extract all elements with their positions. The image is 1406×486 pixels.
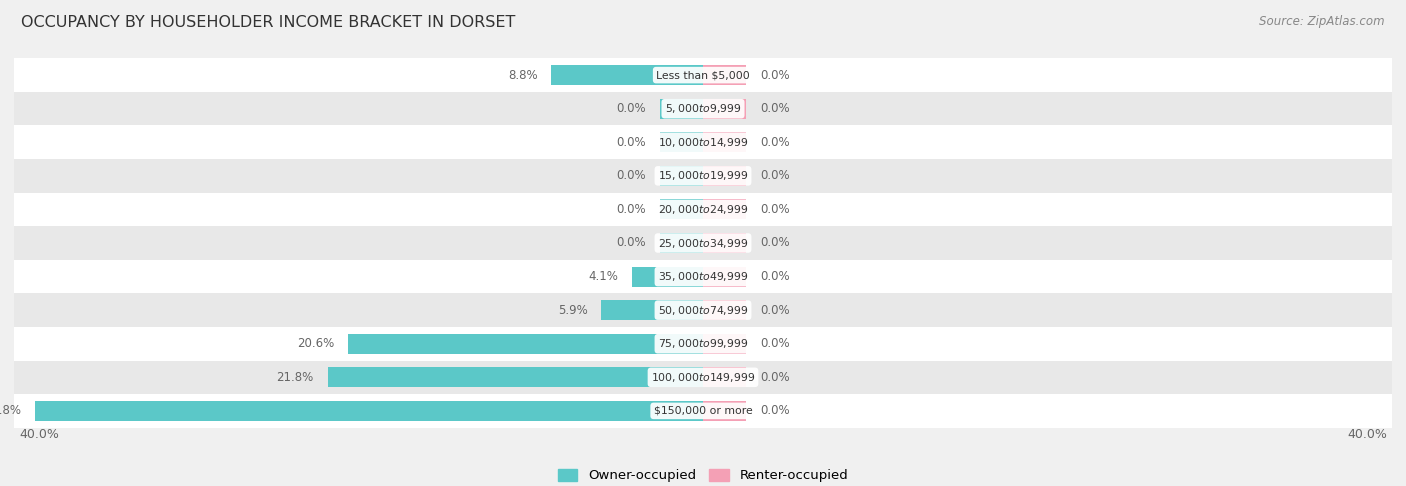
Text: $20,000 to $24,999: $20,000 to $24,999 <box>658 203 748 216</box>
Bar <box>703 99 747 119</box>
Bar <box>349 334 703 354</box>
Bar <box>659 132 703 152</box>
Text: 0.0%: 0.0% <box>759 237 789 249</box>
Bar <box>703 65 747 85</box>
Bar <box>703 166 747 186</box>
Text: 0.0%: 0.0% <box>617 237 647 249</box>
Text: 0.0%: 0.0% <box>759 337 789 350</box>
Bar <box>14 327 1392 361</box>
Text: 0.0%: 0.0% <box>617 102 647 115</box>
Bar <box>14 92 1392 125</box>
Bar <box>14 159 1392 192</box>
Text: 38.8%: 38.8% <box>0 404 21 417</box>
Bar <box>602 300 703 320</box>
Text: 0.0%: 0.0% <box>759 304 789 317</box>
Text: $5,000 to $9,999: $5,000 to $9,999 <box>665 102 741 115</box>
Text: Source: ZipAtlas.com: Source: ZipAtlas.com <box>1260 15 1385 28</box>
Bar <box>703 199 747 220</box>
Bar <box>659 199 703 220</box>
Bar <box>703 367 747 387</box>
Bar <box>659 99 703 119</box>
Text: $75,000 to $99,999: $75,000 to $99,999 <box>658 337 748 350</box>
Bar <box>659 233 703 253</box>
Bar <box>659 166 703 186</box>
Text: 0.0%: 0.0% <box>759 203 789 216</box>
Bar <box>703 401 747 421</box>
Bar <box>14 58 1392 92</box>
Bar <box>35 401 703 421</box>
Bar <box>703 334 747 354</box>
Text: 21.8%: 21.8% <box>277 371 314 384</box>
Text: OCCUPANCY BY HOUSEHOLDER INCOME BRACKET IN DORSET: OCCUPANCY BY HOUSEHOLDER INCOME BRACKET … <box>21 15 516 30</box>
Bar <box>328 367 703 387</box>
Bar <box>14 361 1392 394</box>
Bar <box>14 192 1392 226</box>
Bar <box>551 65 703 85</box>
Text: 8.8%: 8.8% <box>508 69 537 82</box>
Bar <box>703 132 747 152</box>
Bar <box>14 294 1392 327</box>
Text: 40.0%: 40.0% <box>20 428 59 441</box>
Text: Less than $5,000: Less than $5,000 <box>657 70 749 80</box>
Text: 0.0%: 0.0% <box>759 404 789 417</box>
Bar <box>633 266 703 287</box>
Text: 5.9%: 5.9% <box>558 304 588 317</box>
Text: 0.0%: 0.0% <box>759 169 789 182</box>
Text: $25,000 to $34,999: $25,000 to $34,999 <box>658 237 748 249</box>
Text: 0.0%: 0.0% <box>617 136 647 149</box>
Bar <box>703 266 747 287</box>
Text: $10,000 to $14,999: $10,000 to $14,999 <box>658 136 748 149</box>
Text: 0.0%: 0.0% <box>759 136 789 149</box>
Text: 0.0%: 0.0% <box>759 102 789 115</box>
Bar <box>703 233 747 253</box>
Text: 0.0%: 0.0% <box>617 203 647 216</box>
Text: $35,000 to $49,999: $35,000 to $49,999 <box>658 270 748 283</box>
Bar <box>14 226 1392 260</box>
Text: 0.0%: 0.0% <box>617 169 647 182</box>
Text: 0.0%: 0.0% <box>759 270 789 283</box>
Text: $50,000 to $74,999: $50,000 to $74,999 <box>658 304 748 317</box>
Text: $150,000 or more: $150,000 or more <box>654 406 752 416</box>
Bar <box>14 125 1392 159</box>
Text: $15,000 to $19,999: $15,000 to $19,999 <box>658 169 748 182</box>
Bar <box>703 300 747 320</box>
Text: 4.1%: 4.1% <box>589 270 619 283</box>
Legend: Owner-occupied, Renter-occupied: Owner-occupied, Renter-occupied <box>553 464 853 486</box>
Text: 0.0%: 0.0% <box>759 69 789 82</box>
Bar <box>14 260 1392 294</box>
Bar <box>14 394 1392 428</box>
Text: 40.0%: 40.0% <box>1347 428 1386 441</box>
Text: 20.6%: 20.6% <box>297 337 335 350</box>
Text: 0.0%: 0.0% <box>759 371 789 384</box>
Text: $100,000 to $149,999: $100,000 to $149,999 <box>651 371 755 384</box>
